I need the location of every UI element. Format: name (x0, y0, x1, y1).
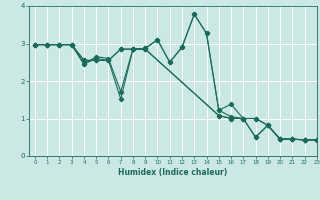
X-axis label: Humidex (Indice chaleur): Humidex (Indice chaleur) (118, 168, 228, 177)
